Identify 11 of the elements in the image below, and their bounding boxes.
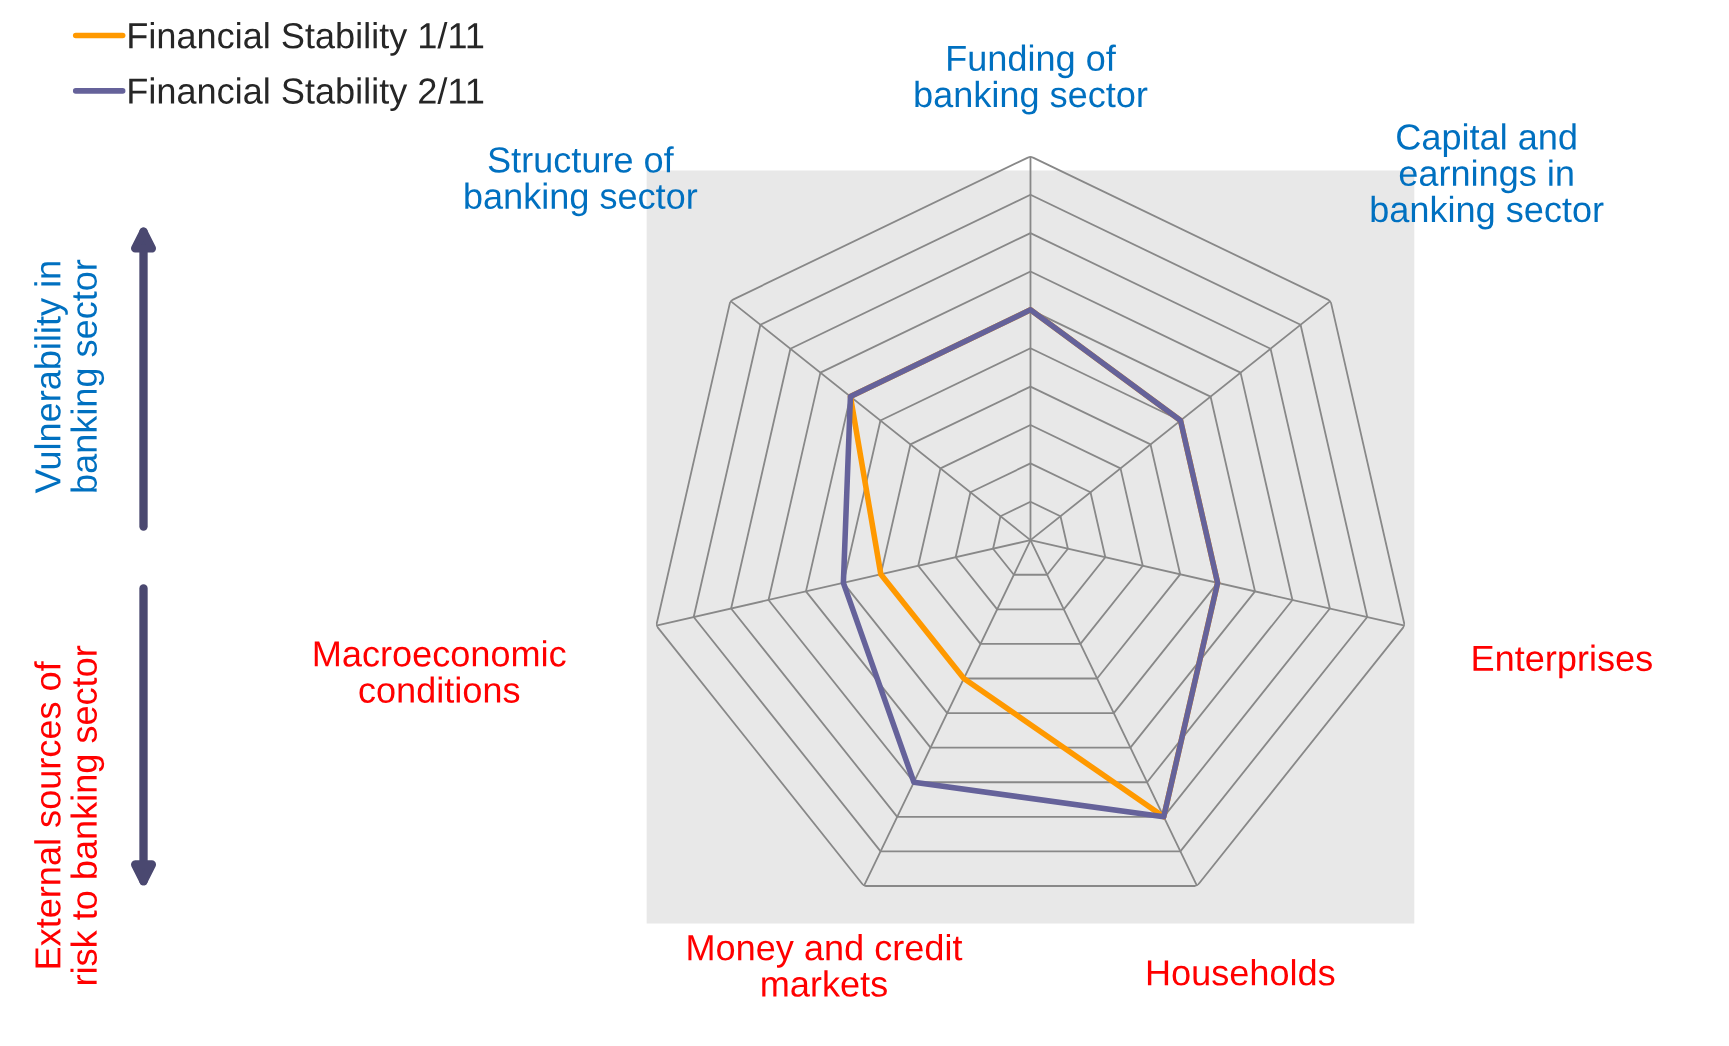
spoke-label: Money and credit markets xyxy=(688,934,963,997)
spoke-label: Funding of banking sector xyxy=(915,44,1148,115)
legend-label: Financial Stability 1/11 xyxy=(129,22,484,56)
spoke-label: Macroeconomic conditions xyxy=(314,640,566,703)
spoke-label: Enterprises xyxy=(1473,644,1652,679)
spoke-label: Households xyxy=(1147,959,1335,986)
text: Vulnerability in banking sector xyxy=(34,259,105,494)
spoke-label: Structure of banking sector xyxy=(465,146,698,217)
text: External sources of risk to banking sector xyxy=(34,645,105,985)
legend-label: Financial Stability 2/11 xyxy=(129,77,484,112)
spoke-label: Capital and earnings in banking sector xyxy=(1371,123,1604,230)
